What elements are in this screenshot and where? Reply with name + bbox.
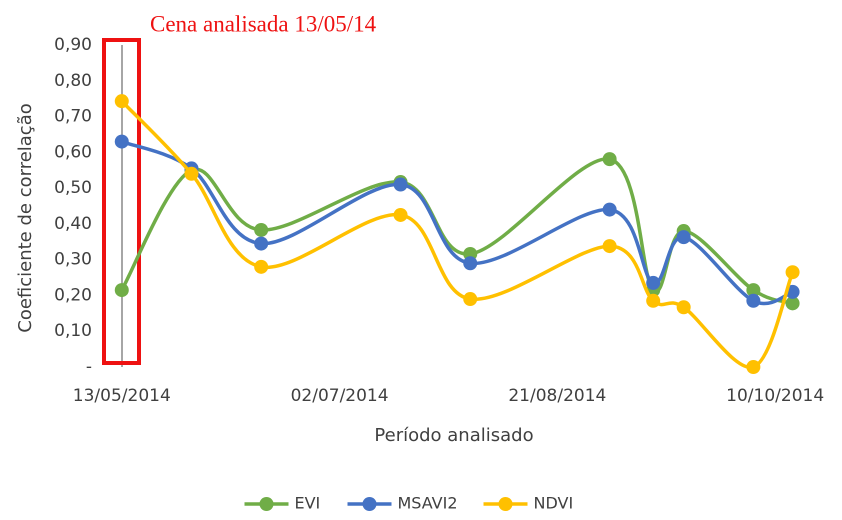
- x-tick-label: 21/08/2014: [508, 386, 606, 406]
- x-tick-label: 13/05/2014: [73, 386, 171, 406]
- data-point: [184, 166, 199, 181]
- data-point: [463, 292, 478, 307]
- data-point: [785, 296, 800, 311]
- legend-label: EVI: [295, 494, 321, 513]
- data-point: [746, 293, 761, 308]
- y-tick-label: 0,20: [54, 285, 92, 305]
- y-tick-label: 0,10: [54, 321, 92, 341]
- series-line: [121, 139, 794, 306]
- data-point: [602, 239, 617, 254]
- y-tick-label: 0,90: [54, 35, 92, 55]
- legend-marker: [362, 497, 377, 511]
- data-point: [393, 177, 408, 192]
- y-tick-label: 0,50: [54, 178, 92, 198]
- x-axis-title: Período analisado: [374, 425, 533, 446]
- y-tick-label: -: [86, 357, 92, 377]
- y-tick-label: 0,30: [54, 250, 92, 270]
- data-point: [254, 259, 269, 274]
- data-point: [114, 283, 129, 298]
- legend-marker: [498, 497, 513, 511]
- series-line: [120, 99, 795, 369]
- y-axis-title: Coeficiente de correlação: [15, 103, 36, 333]
- annotation: Cena analisada 13/05/14: [150, 11, 377, 36]
- data-point: [393, 207, 408, 222]
- data-point: [746, 360, 761, 374]
- data-point: [602, 202, 617, 217]
- data-point: [254, 222, 269, 237]
- data-point: [254, 236, 269, 251]
- data-point: [646, 293, 661, 308]
- y-tick-label: 0,40: [54, 214, 92, 234]
- x-tick-label: 10/10/2014: [726, 386, 824, 406]
- y-tick-label: 0,60: [54, 142, 92, 162]
- data-point: [602, 152, 617, 167]
- x-tick-label: 02/07/2014: [291, 386, 389, 406]
- legend-label: NDVI: [534, 494, 574, 513]
- highlight-box: [102, 38, 141, 365]
- legend-label: MSAVI2: [398, 494, 458, 513]
- legend-marker: [259, 497, 274, 511]
- data-point: [114, 134, 129, 149]
- y-tick-label: 0,80: [54, 71, 92, 91]
- data-point: [463, 256, 478, 271]
- y-tick-label: 0,70: [54, 107, 92, 127]
- data-point: [114, 94, 129, 109]
- data-point: [746, 283, 761, 298]
- data-point: [646, 275, 661, 290]
- data-point: [785, 265, 800, 280]
- data-point: [676, 230, 691, 245]
- data-point: [676, 300, 691, 315]
